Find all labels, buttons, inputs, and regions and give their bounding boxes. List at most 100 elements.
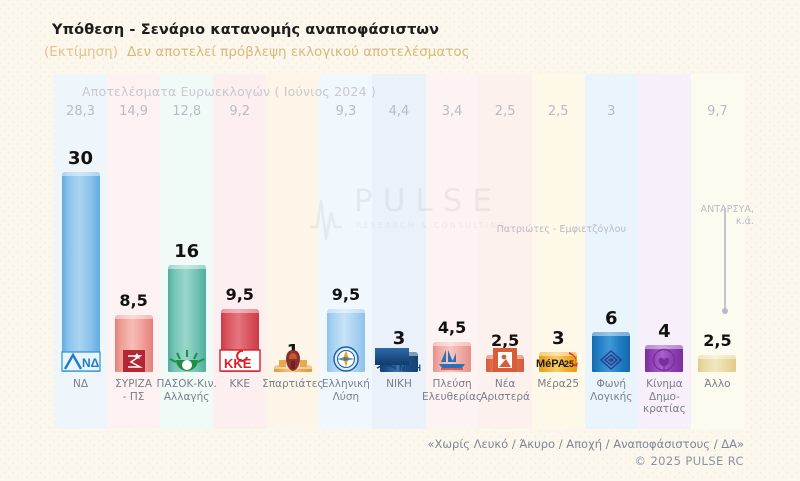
nd-logo: ΝΔ	[57, 348, 105, 372]
column-band	[584, 74, 638, 429]
bar-value-label: 2,5	[490, 331, 520, 351]
euro-result-value: 9,2	[229, 104, 251, 119]
x-axis-label: ΝΔ	[49, 378, 112, 391]
x-axis-label-line: κρατίας	[643, 403, 686, 415]
column-band	[531, 74, 585, 429]
bar-cap	[539, 352, 578, 356]
x-axis-label: Κίνημα Δημο-κρατίας	[633, 378, 696, 416]
syriza-logo	[110, 348, 158, 372]
annotation-antarsya-line2: κ.ά.	[735, 216, 754, 227]
x-axis-label-line: Κίνημα	[646, 378, 683, 390]
bar-value-label: 8,5	[119, 291, 148, 311]
footer-copyright: © 2025 PULSE RC	[634, 454, 744, 468]
bar-value-label: 3	[392, 328, 406, 349]
page-subtitle: (Εκτίμηση) Δεν αποτελεί πρόβλεψη εκλογικο…	[44, 44, 470, 60]
x-axis-label-line: ΝΙΚΗ	[386, 378, 412, 390]
kinima-dimokratias-logo	[640, 348, 688, 372]
subtitle-disclaimer: Δεν αποτελεί πρόβλεψη εκλογικού αποτελέσ…	[126, 44, 470, 60]
x-axis-label-line: Άλλο	[704, 378, 731, 390]
annotation-antarsya: ΑΝΤΑΡΣΥΑ, κ.ά.	[701, 204, 754, 228]
x-axis-label-line: Λογικής	[590, 390, 633, 403]
x-axis-label-line: Σπαρτιάτες	[262, 378, 324, 390]
bar	[539, 352, 578, 372]
x-axis-label-line: Πλεύση	[432, 378, 472, 390]
x-axis-label-line: Μέρα25	[537, 378, 580, 390]
column-band	[637, 74, 691, 429]
column-band	[425, 74, 479, 429]
column-band	[213, 74, 267, 429]
bar	[61, 172, 100, 372]
svg-text:ΚΚΕ: ΚΚΕ	[224, 356, 252, 371]
bar-value-label: 6	[605, 308, 618, 329]
column-band	[107, 74, 161, 429]
x-axis-label-line: Δημο-	[649, 390, 680, 403]
euro-result-value: 9,7	[707, 104, 728, 119]
mera25-logo: MéPA 25	[534, 348, 582, 372]
niki-logo: ΝΙΚΗ	[375, 348, 423, 372]
annotation-patriotes: Πατριώτες - Εμφιετζόγλου	[496, 224, 626, 235]
svg-text:25: 25	[564, 359, 574, 369]
column-band	[266, 74, 320, 429]
x-axis-label-line: Νέα	[494, 378, 516, 390]
annotation-leader-dot	[721, 308, 728, 314]
x-axis-label-line: Ελευθερίας	[422, 390, 483, 403]
column-band	[478, 74, 532, 429]
column-band	[372, 74, 426, 429]
x-axis-label-line: Ελληνική	[321, 378, 370, 390]
x-axis-label: ΣΥΡΙΖΑ - ΠΣ	[102, 378, 165, 403]
euro-result-value: 14,9	[119, 104, 149, 119]
annotation-antarsya-line1: ΑΝΤΑΡΣΥΑ,	[700, 204, 754, 215]
euro-result-value: 12,8	[172, 104, 202, 119]
x-axis-label: Μέρα25	[527, 378, 590, 391]
euro-result-value: 3,4	[441, 104, 463, 119]
x-axis-label: ΚΚΕ	[208, 378, 271, 391]
bar-cap	[592, 332, 631, 336]
bar-value-label: 9,5	[331, 284, 361, 304]
kke-logo: ΚΚΕ	[216, 348, 264, 372]
x-axis-label: Φωνή Λογικής	[580, 378, 643, 403]
euro-result-value	[266, 104, 319, 122]
x-axis-label: ΝΙΚΗ	[367, 378, 430, 391]
euro-result-value: 2,5	[547, 104, 569, 119]
bar-cap	[220, 308, 259, 313]
x-axis-label: Άλλο	[686, 378, 749, 391]
bar-value-label: 4,5	[437, 318, 467, 337]
euro-result-value: 3	[607, 104, 616, 119]
column-band	[690, 74, 744, 429]
euro-result-value	[638, 104, 691, 122]
x-axis-label: Σπαρτιάτες	[261, 378, 324, 391]
bar-cap	[167, 265, 206, 270]
page-title: Υπόθεση - Σενάριο κατανομής αναποφάσιστω…	[52, 22, 440, 38]
x-axis-label: Νέα Αριστερά	[474, 378, 537, 403]
bar-cap	[61, 172, 100, 176]
spartiates-logo	[269, 348, 317, 372]
x-axis-label-line: - ΠΣ	[122, 390, 145, 403]
nea-aristera-logo	[481, 348, 529, 372]
x-axis-label-line: ΝΔ	[73, 378, 89, 390]
column-band	[319, 74, 373, 429]
x-axis-label-line: Φωνή	[596, 378, 627, 390]
bar-cap	[114, 315, 153, 320]
euro-result-value: 4,4	[388, 104, 410, 119]
x-axis-label-line: Αλλαγής	[163, 390, 210, 403]
bar-cap	[326, 308, 365, 313]
x-axis-label-line: ΠΑΣΟΚ-Κιν.	[156, 378, 217, 390]
foni-logikis-logo	[587, 348, 635, 372]
elliniki-lysi-logo	[322, 346, 370, 372]
x-axis-label: Πλεύση Ελευθερίας	[421, 378, 484, 403]
x-axis-label: Ελληνική Λύση	[314, 378, 377, 403]
euro-result-value: 28,3	[66, 104, 95, 119]
bar-cap	[433, 342, 472, 346]
bar-cap	[698, 355, 737, 360]
svg-text:ΝΙΚΗ: ΝΙΚΗ	[399, 363, 421, 372]
footer-note: «Χωρίς Λευκό / Άκυρο / Αποχή / Αναποφάσι…	[427, 437, 744, 451]
x-axis-label-line: Λύση	[332, 390, 360, 403]
euro-results-header: Αποτελέσματα Ευρωεκλογών ( Ιούνιος 2024 …	[82, 84, 376, 99]
bar-value-label: 3	[551, 328, 565, 349]
bar-value-label: 9,5	[225, 284, 254, 304]
euro-result-value: 9,3	[335, 104, 357, 119]
pleusi-logo	[428, 348, 476, 372]
svg-text:ΝΔ: ΝΔ	[82, 356, 100, 370]
subtitle-estimate-tag: (Εκτίμηση)	[44, 44, 118, 60]
